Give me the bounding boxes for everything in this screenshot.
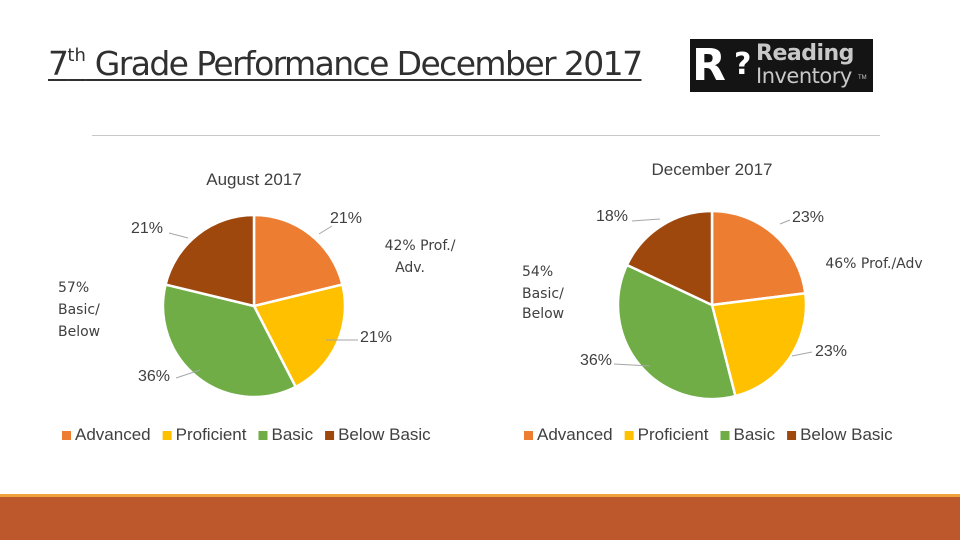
data-label-proficient: 23% <box>815 343 847 360</box>
legend-item-advanced: Advanced <box>537 425 613 444</box>
leader-line <box>613 363 651 367</box>
legend-item-basic: Basic <box>734 425 776 444</box>
pie-slice-basic <box>161 283 298 399</box>
data-label-below-basic: 21% <box>131 220 163 237</box>
leader-line <box>318 225 333 235</box>
pie-chart-1: 42% Prof./Adv. 57% Basic/Below <box>58 213 456 440</box>
leader-line <box>791 351 813 357</box>
logo-question-mark: ? <box>734 47 752 82</box>
pie-slice-advanced <box>710 209 807 307</box>
leader-line <box>631 218 661 222</box>
pie-slice-below-basic <box>164 213 256 308</box>
legend-swatch-basic <box>720 431 730 440</box>
legend-swatch-advanced <box>524 431 533 440</box>
legend-item-advanced: Advanced <box>75 425 151 444</box>
page-title: 7th Grade Performance December 2017 <box>48 44 643 83</box>
legend-item-below-basic: Below Basic <box>338 425 431 444</box>
data-label-basic: 36% <box>580 352 612 369</box>
legend-item-proficient: Proficient <box>176 425 247 444</box>
data-label-below-basic: 18% <box>596 208 628 225</box>
header-divider <box>92 135 880 136</box>
legend-item-below-basic: Below Basic <box>800 425 893 444</box>
logo-line1: Reading <box>756 41 854 66</box>
legend-swatch-below-basic <box>787 431 797 440</box>
title-superscript: th <box>67 45 86 66</box>
data-label-advanced: 23% <box>792 209 824 226</box>
leader-line <box>168 232 189 239</box>
pie-slice-proficient <box>252 283 347 389</box>
legend-swatch-proficient <box>162 431 172 440</box>
pie-charts: 42% Prof./Adv. 57% Basic/Below August 2017 2… <box>58 160 923 444</box>
logo-trademark: TM <box>858 75 867 81</box>
leader-line <box>779 219 791 225</box>
annotation-1: 42% Prof./Adv. <box>385 238 456 276</box>
legend-swatch-proficient <box>624 431 634 440</box>
pie-chart-2: 46% Prof./Adv 54% Basic/Below <box>522 209 923 440</box>
logo-r-mark: R <box>692 40 726 91</box>
data-label-proficient: 21% <box>360 329 392 346</box>
chart-title-1: August 2017 <box>206 170 301 189</box>
annotation-2: 57% Basic/Below <box>58 280 100 340</box>
footer-accent-line <box>0 494 960 497</box>
legend-swatch-below-basic <box>325 431 335 440</box>
annotation-1: 46% Prof./Adv <box>825 256 922 272</box>
legend-item-proficient: Proficient <box>638 425 709 444</box>
leader-line <box>175 369 201 379</box>
title-grade-number: 7 <box>48 44 69 83</box>
data-label-basic: 36% <box>138 368 170 385</box>
data-label-advanced: 21% <box>330 210 362 227</box>
logo-line2: Inventory <box>756 64 852 88</box>
footer-bar <box>0 497 960 540</box>
title-text: Grade Performance December 2017 <box>85 44 643 83</box>
legend-swatch-basic <box>258 431 268 440</box>
chart-title-2: December 2017 <box>652 160 773 179</box>
pie-slice-advanced <box>252 213 344 308</box>
legend-swatch-advanced <box>62 431 71 440</box>
legend-item-basic: Basic <box>272 425 314 444</box>
reading-inventory-logo: R ? Reading Inventory TM <box>690 39 873 92</box>
pie-slice-proficient <box>710 291 808 398</box>
annotation-2: 54% Basic/Below <box>522 264 564 322</box>
pie-slice-below-basic <box>625 209 714 307</box>
